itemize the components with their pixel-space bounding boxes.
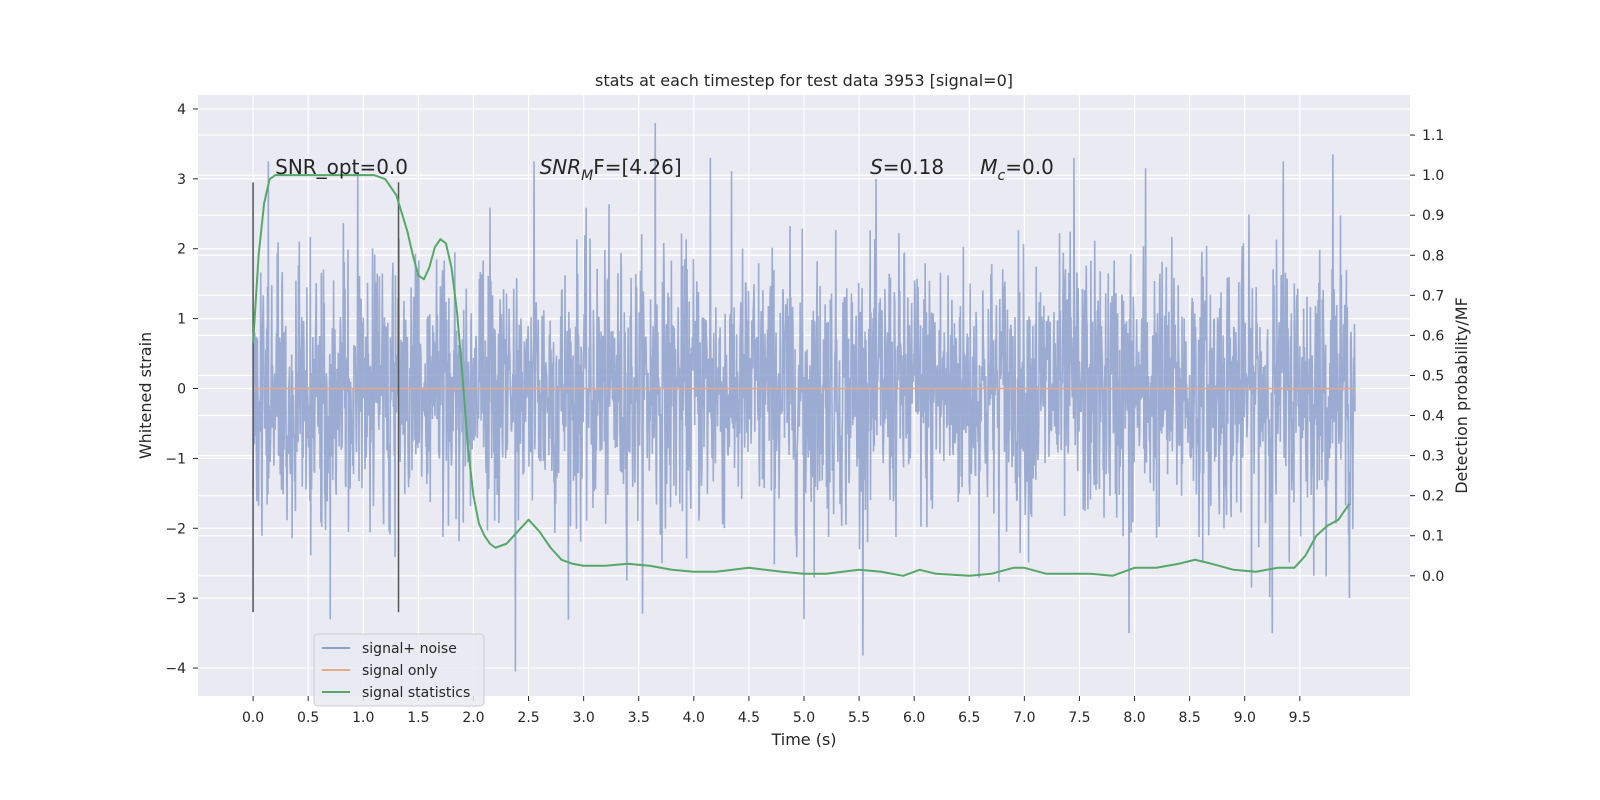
x-axis-label: Time (s) xyxy=(770,730,836,749)
y-tick-label: 2 xyxy=(177,242,186,258)
x-tick-label: 7.0 xyxy=(1013,710,1035,726)
y-tick-label: 0 xyxy=(177,382,186,398)
y-tick-label: −3 xyxy=(165,591,186,607)
y2-tick-label: 0.8 xyxy=(1422,248,1444,264)
x-tick-label: 5.0 xyxy=(793,710,815,726)
y2-tick-label: 0.7 xyxy=(1422,288,1444,304)
x-tick-label: 9.5 xyxy=(1289,710,1311,726)
y-tick-label: −2 xyxy=(165,521,186,537)
signal-noise-line xyxy=(252,122,1356,672)
y-tick-label: 3 xyxy=(177,172,186,188)
legend-label-signal-only: signal only xyxy=(362,663,437,679)
legend: signal+ noise signal only signal statist… xyxy=(313,633,485,707)
y2-axis-label: Detection probability/MF xyxy=(1452,297,1471,494)
x-tick-label: 6.0 xyxy=(903,710,925,726)
chart-title: stats at each timestep for test data 395… xyxy=(595,71,1013,90)
y2-tick-label: 0.2 xyxy=(1422,489,1444,505)
y2-tick-label: 0.0 xyxy=(1422,569,1444,585)
annotation-3: Mc=0.0 xyxy=(980,155,1054,184)
x-tick-label: 3.5 xyxy=(628,710,650,726)
annotations: SNR_opt=0.0 SNRMF=[4.26] S=0.18 Mc=0.0 xyxy=(275,155,1054,184)
x-axis-ticks: 0.0 0.5 1.0 1.5 2.0 2.5 3.0 3.5 4.0 4.5 5.0 5.5 6.0 6… xyxy=(242,696,1311,726)
y-axis-ticks: 4 3 2 1 0 −1 −2 −3 −4 xyxy=(165,102,198,677)
y2-tick-label: 1.1 xyxy=(1422,128,1444,144)
x-tick-label: 3.0 xyxy=(573,710,595,726)
annotation-0: SNR_opt=0.0 xyxy=(275,155,408,179)
x-tick-label: 9.0 xyxy=(1234,710,1256,726)
y-tick-label: −1 xyxy=(165,451,186,467)
y2-tick-label: 0.1 xyxy=(1422,529,1444,545)
x-tick-label: 0.5 xyxy=(297,710,319,726)
y-tick-label: −4 xyxy=(165,661,186,677)
y-tick-label: 1 xyxy=(177,312,186,328)
annotation-1: SNRMF=[4.26] xyxy=(540,155,682,184)
y2-tick-label: 0.5 xyxy=(1422,368,1444,384)
x-tick-label: 0.0 xyxy=(242,710,264,726)
x-tick-label: 8.0 xyxy=(1123,710,1145,726)
legend-label-signal-noise: signal+ noise xyxy=(362,641,457,657)
y-tick-label: 4 xyxy=(177,102,186,118)
x-tick-label: 8.5 xyxy=(1179,710,1201,726)
y2-tick-label: 0.3 xyxy=(1422,449,1444,465)
signal-statistics-line xyxy=(252,174,1351,577)
x-tick-label: 1.0 xyxy=(352,710,374,726)
x-tick-label: 5.5 xyxy=(848,710,870,726)
x-tick-label: 4.0 xyxy=(683,710,705,726)
x-tick-label: 7.5 xyxy=(1068,710,1090,726)
y-axis-label: Whitened strain xyxy=(136,332,155,459)
y2-tick-label: 0.9 xyxy=(1422,208,1444,224)
x-tick-label: 2.0 xyxy=(462,710,484,726)
legend-box xyxy=(313,633,485,707)
y2-axis-ticks: 1.1 1.0 0.9 0.8 0.7 0.6 0.5 0.4 0.3 0.2 0.1 0.0 xyxy=(1410,128,1444,585)
x-tick-label: 2.5 xyxy=(517,710,539,726)
x-tick-label: 6.5 xyxy=(958,710,980,726)
y2-tick-label: 0.4 xyxy=(1422,409,1444,425)
y2-tick-label: 1.0 xyxy=(1422,168,1444,184)
signal-statistics-series xyxy=(252,174,1351,577)
legend-label-signal-statistics: signal statistics xyxy=(362,685,470,701)
y2-tick-label: 0.6 xyxy=(1422,328,1444,344)
signal-noise-series xyxy=(252,122,1356,672)
marker-lines xyxy=(252,182,400,613)
x-tick-label: 4.5 xyxy=(738,710,760,726)
annotation-2: S=0.18 xyxy=(870,155,944,179)
x-tick-label: 1.5 xyxy=(407,710,429,726)
